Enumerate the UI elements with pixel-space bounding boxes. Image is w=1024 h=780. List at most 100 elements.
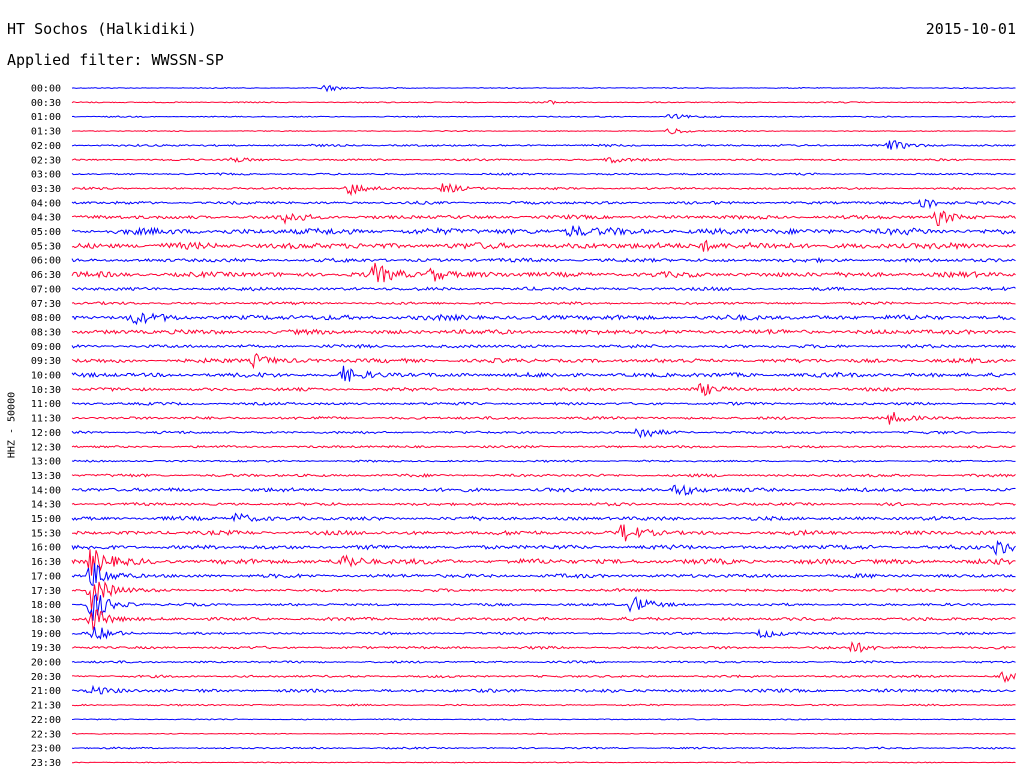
trace-line <box>71 761 1016 764</box>
filter-label: Applied filter: WWSSN-SP <box>7 51 224 69</box>
trace-line <box>71 286 1016 292</box>
time-label: 03:30 <box>31 184 61 195</box>
trace-line <box>71 626 1016 640</box>
trace-line <box>71 524 1016 542</box>
trace-line <box>71 113 1016 120</box>
seismogram-traces <box>71 84 1016 764</box>
trace-line <box>71 382 1016 397</box>
trace-line <box>71 684 1016 695</box>
trace-line <box>71 593 1016 621</box>
trace-line <box>71 328 1016 336</box>
time-label: 20:30 <box>31 672 61 683</box>
time-label: 20:00 <box>31 658 61 669</box>
time-label: 06:00 <box>31 256 61 267</box>
trace-line <box>71 343 1016 350</box>
time-label: 23:00 <box>31 744 61 755</box>
trace-line <box>71 428 1016 439</box>
trace-line <box>71 539 1016 556</box>
time-label: 01:30 <box>31 127 61 138</box>
time-label: 04:00 <box>31 198 61 209</box>
time-label: 21:00 <box>31 686 61 697</box>
time-label: 17:00 <box>31 571 61 582</box>
trace-line <box>71 365 1016 382</box>
trace-line <box>71 128 1016 135</box>
time-label: 12:30 <box>31 442 61 453</box>
time-label: 10:00 <box>31 371 61 382</box>
trace-line <box>71 609 1016 631</box>
trace-line <box>71 746 1016 750</box>
trace-line <box>71 732 1016 735</box>
trace-line <box>71 459 1016 463</box>
time-label: 14:30 <box>31 500 61 511</box>
time-label: 05:30 <box>31 241 61 252</box>
trace-line <box>71 703 1016 707</box>
time-label: 03:00 <box>31 170 61 181</box>
time-tick-labels: 00:00 00:30 01:00 01:30 02:00 02:30 03:00 03:30… <box>31 84 61 769</box>
time-label: 08:00 <box>31 313 61 324</box>
time-label: 16:30 <box>31 557 61 568</box>
time-label: 19:30 <box>31 643 61 654</box>
trace-line <box>71 549 1016 576</box>
trace-line <box>71 157 1016 164</box>
time-label: 19:00 <box>31 629 61 640</box>
time-label: 21:30 <box>31 701 61 712</box>
time-label: 11:30 <box>31 414 61 425</box>
trace-line <box>71 472 1016 478</box>
trace-line <box>71 198 1016 210</box>
trace-line <box>71 140 1016 150</box>
time-label: 11:00 <box>31 399 61 410</box>
trace-line <box>71 660 1016 664</box>
time-label: 13:00 <box>31 457 61 468</box>
time-label: 07:30 <box>31 299 61 310</box>
time-label: 18:30 <box>31 614 61 625</box>
time-label: 01:00 <box>31 112 61 123</box>
time-label: 22:00 <box>31 715 61 726</box>
trace-line <box>71 312 1016 326</box>
time-label: 23:30 <box>31 758 61 769</box>
time-label: 09:30 <box>31 356 61 367</box>
time-label: 22:30 <box>31 729 61 740</box>
time-label: 06:30 <box>31 270 61 281</box>
trace-line <box>71 100 1016 105</box>
time-label: 00:00 <box>31 84 61 95</box>
trace-line <box>71 300 1016 306</box>
time-label: 14:00 <box>31 485 61 496</box>
time-label: 02:30 <box>31 155 61 166</box>
date-label: 2015-10-01 <box>925 20 1016 38</box>
time-label: 15:30 <box>31 528 61 539</box>
trace-line <box>71 512 1016 523</box>
time-label: 12:00 <box>31 428 61 439</box>
time-label: 17:30 <box>31 586 61 597</box>
time-label: 08:30 <box>31 327 61 338</box>
trace-line <box>71 444 1016 449</box>
trace-line <box>71 580 1016 610</box>
time-label: 18:00 <box>31 600 61 611</box>
trace-line <box>71 239 1016 253</box>
trace-line <box>71 256 1016 264</box>
trace-line <box>71 640 1016 654</box>
trace-line <box>71 671 1016 684</box>
trace-line <box>71 401 1016 407</box>
time-label: 07:00 <box>31 284 61 295</box>
trace-line <box>71 563 1016 587</box>
trace-line <box>71 84 1016 93</box>
time-label: 16:00 <box>31 543 61 554</box>
trace-line <box>71 484 1016 496</box>
trace-line <box>71 501 1016 507</box>
trace-line <box>71 411 1016 425</box>
trace-line <box>71 353 1016 370</box>
time-label: 15:00 <box>31 514 61 525</box>
time-label: 10:30 <box>31 385 61 396</box>
time-label: 04:30 <box>31 213 61 224</box>
trace-line <box>71 262 1016 283</box>
time-label: 09:00 <box>31 342 61 353</box>
trace-line <box>71 172 1016 176</box>
trace-line <box>71 210 1016 227</box>
station-title: HT Sochos (Halkidiki) <box>7 20 197 38</box>
trace-line <box>71 718 1016 721</box>
time-label: 02:00 <box>31 141 61 152</box>
trace-line <box>71 182 1016 197</box>
time-label: 13:30 <box>31 471 61 482</box>
time-label: 05:00 <box>31 227 61 238</box>
